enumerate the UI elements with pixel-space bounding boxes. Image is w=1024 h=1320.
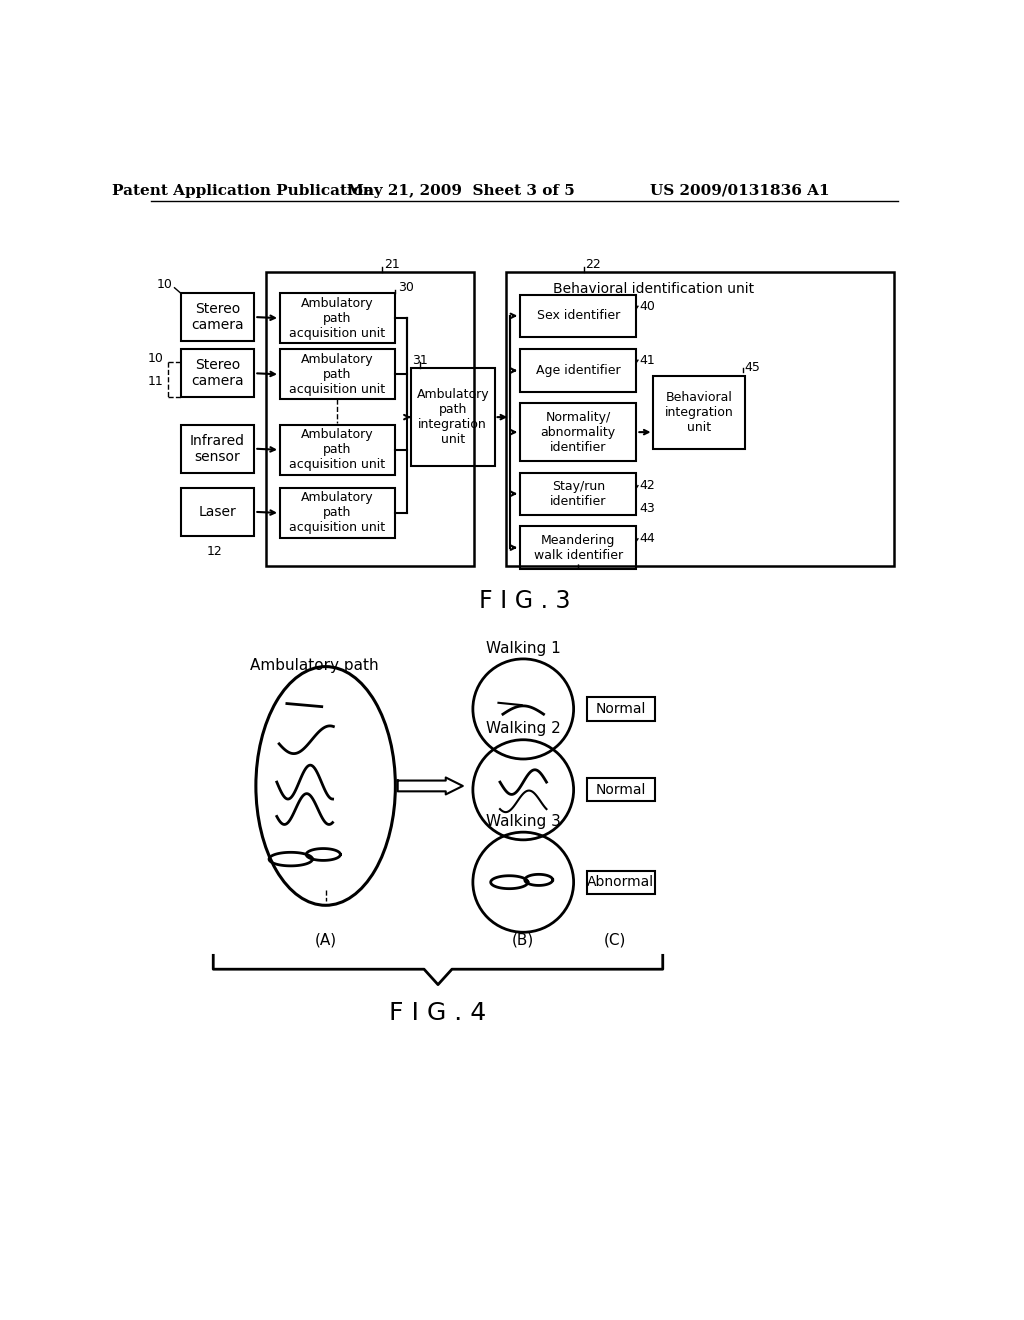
Bar	[520, 350, 636, 392]
Bar	[520, 404, 636, 461]
Text: 10: 10	[147, 352, 164, 366]
Bar	[266, 272, 474, 566]
Text: Stereo
camera: Stereo camera	[191, 302, 244, 333]
Bar	[587, 871, 655, 894]
Text: Walking 1: Walking 1	[485, 640, 560, 656]
Bar	[587, 697, 655, 721]
Bar	[587, 779, 655, 801]
Text: (A): (A)	[314, 932, 337, 948]
Text: Patent Application Publication: Patent Application Publication	[112, 183, 374, 198]
Text: Meandering
walk identifier: Meandering walk identifier	[534, 533, 623, 561]
Text: 43: 43	[640, 502, 655, 515]
Text: 40: 40	[640, 300, 655, 313]
Bar	[180, 293, 254, 341]
Text: Behavioral identification unit: Behavioral identification unit	[553, 281, 754, 296]
Text: Normal: Normal	[596, 783, 646, 797]
Bar	[180, 488, 254, 536]
Bar	[180, 350, 254, 397]
Polygon shape	[397, 777, 463, 795]
Text: Ambulatory path: Ambulatory path	[250, 657, 378, 673]
Text: Walking 3: Walking 3	[485, 814, 561, 829]
Bar	[280, 425, 394, 475]
Bar	[520, 473, 636, 515]
Text: Ambulatory
path
acquisition unit: Ambulatory path acquisition unit	[289, 491, 385, 535]
Text: 31: 31	[413, 354, 428, 367]
Text: F I G . 3: F I G . 3	[479, 589, 570, 614]
Text: Normal: Normal	[596, 702, 646, 715]
Bar	[280, 350, 394, 400]
Bar	[280, 488, 394, 539]
Text: Walking 2: Walking 2	[485, 722, 560, 737]
Text: F I G . 4: F I G . 4	[389, 1001, 486, 1026]
Text: 30: 30	[397, 281, 414, 294]
Text: 41: 41	[640, 354, 655, 367]
Text: Laser: Laser	[199, 504, 237, 519]
Text: 22: 22	[586, 259, 601, 271]
Bar	[520, 527, 636, 569]
Text: Ambulatory
path
integration
unit: Ambulatory path integration unit	[417, 388, 489, 446]
Text: US 2009/0131836 A1: US 2009/0131836 A1	[650, 183, 830, 198]
Bar	[180, 425, 254, 473]
Bar	[280, 293, 394, 343]
Text: Ambulatory
path
acquisition unit: Ambulatory path acquisition unit	[289, 297, 385, 339]
Text: Sex identifier: Sex identifier	[537, 309, 620, 322]
Text: (C): (C)	[603, 932, 626, 948]
Text: Abnormal: Abnormal	[588, 875, 654, 890]
Text: Ambulatory
path
acquisition unit: Ambulatory path acquisition unit	[289, 352, 385, 396]
Text: 42: 42	[640, 479, 655, 492]
Bar	[653, 376, 744, 449]
Text: Infrared
sensor: Infrared sensor	[190, 433, 245, 463]
Text: Stay/run
identifier: Stay/run identifier	[550, 479, 606, 508]
Text: Ambulatory
path
acquisition unit: Ambulatory path acquisition unit	[289, 429, 385, 471]
Bar	[520, 294, 636, 337]
Text: Normality/
abnormality
identifier: Normality/ abnormality identifier	[541, 411, 615, 454]
Text: 45: 45	[744, 362, 760, 375]
Text: 10: 10	[157, 279, 173, 292]
Text: 44: 44	[640, 532, 655, 545]
Text: 21: 21	[384, 259, 399, 271]
Bar	[506, 272, 894, 566]
Text: 12: 12	[207, 545, 222, 557]
Text: Stereo
camera: Stereo camera	[191, 358, 244, 388]
Text: May 21, 2009  Sheet 3 of 5: May 21, 2009 Sheet 3 of 5	[347, 183, 575, 198]
Text: 11: 11	[147, 375, 164, 388]
Text: Age identifier: Age identifier	[536, 364, 621, 378]
Bar	[411, 368, 495, 466]
Text: (B): (B)	[512, 932, 535, 948]
Text: Behavioral
integration
unit: Behavioral integration unit	[665, 392, 733, 434]
